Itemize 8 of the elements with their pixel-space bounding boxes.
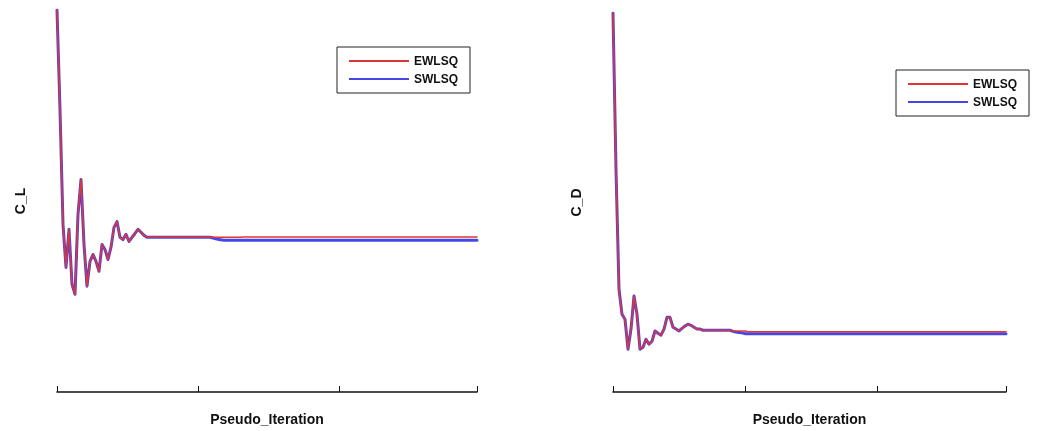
y-axis-title: C_L	[12, 187, 28, 215]
legend-label: SWLSQ	[414, 72, 458, 86]
legend-label: SWLSQ	[973, 95, 1017, 109]
y-axis-title: C_D	[568, 188, 584, 217]
x-axis-title: Pseudo_Iteration	[210, 411, 324, 427]
x-axis-title: Pseudo_Iteration	[752, 411, 867, 427]
legend-label: EWLSQ	[414, 54, 458, 68]
legend-label: EWLSQ	[973, 77, 1017, 91]
